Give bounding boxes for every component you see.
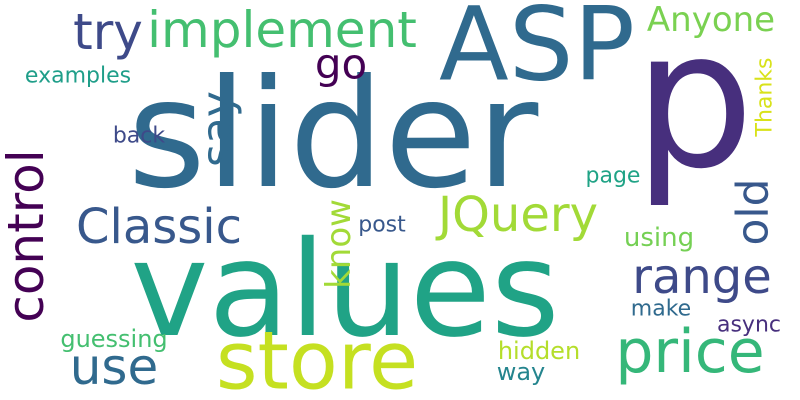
word-control: control [0, 149, 55, 322]
word-p: p [634, 0, 755, 211]
word-use: use [70, 338, 159, 396]
word-know: know [319, 199, 359, 289]
word-store: store [216, 315, 418, 400]
word-examples: examples [25, 64, 131, 89]
word-implement: implement [147, 1, 417, 59]
word-classic: Classic [76, 199, 242, 255]
word-try: try [73, 3, 143, 61]
word-slider: slider [128, 48, 539, 222]
word-page: page [586, 164, 641, 189]
word-post: post [358, 213, 406, 238]
word-anyone: Anyone [647, 0, 775, 40]
word-make: make [631, 297, 691, 322]
word-range: range [632, 249, 772, 305]
word-jquery: JQuery [435, 187, 598, 243]
word-using: using [624, 223, 694, 253]
word-guessing: guessing [60, 325, 167, 353]
word-price: price [615, 317, 764, 387]
word-thanks: Thanks [753, 57, 778, 137]
word-way: way [497, 358, 546, 386]
word-asp: ASP [439, 0, 635, 105]
word-old: old [728, 178, 779, 245]
word-values: values [130, 213, 559, 367]
word-say: say [193, 91, 244, 167]
word-go: go [315, 40, 367, 89]
word-async: async [717, 313, 781, 338]
word-hidden: hidden [498, 337, 580, 365]
word-back: back [113, 124, 166, 149]
